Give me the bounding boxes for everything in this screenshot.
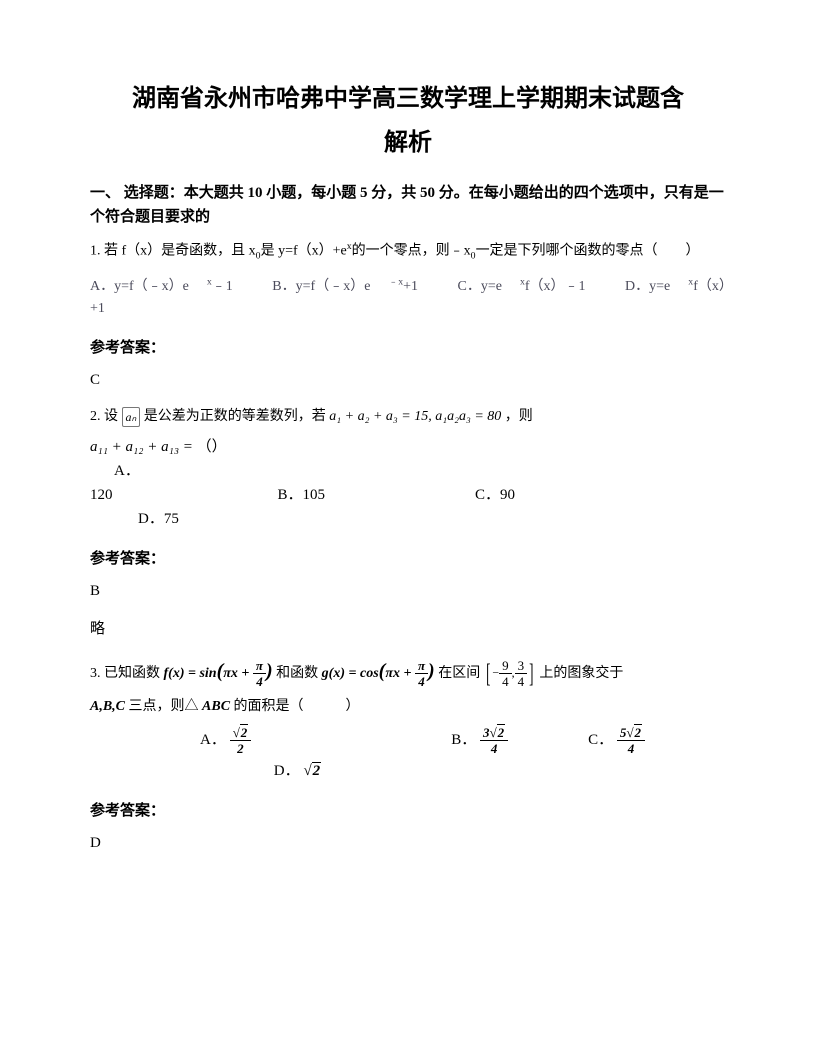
q3-option-a: A． 22 (200, 726, 251, 755)
question-1-stem: 1. 若 f（x）是奇函数，且 x0是 y=f（x）+ex的一个零点，则﹣x0一… (90, 239, 726, 264)
q3-neg: − (492, 665, 499, 679)
q2-option-d: D．75 (138, 507, 726, 531)
q3-f-expr: f(x) = sin(πx + π4) (164, 666, 277, 681)
q3-answer-label: 参考答案： (90, 799, 726, 823)
q2-option-a-label: A． (114, 459, 726, 483)
q3-text-e: 三点，则△ (129, 699, 199, 714)
q3-text-f: 的面积是（ ） (234, 699, 360, 714)
q2-text-c: ，则 (505, 409, 533, 424)
q1-option-a: A．y=f（﹣x）ex﹣1 (90, 279, 251, 294)
q1-answer: C (90, 368, 726, 392)
q2-option-row: 120 B．105 C．90 (90, 483, 726, 507)
q3-abc2: ABC (202, 699, 230, 714)
q3-text-c: 在区间 (438, 666, 480, 681)
q2-text-a: 2. 设 (90, 409, 118, 424)
q3-g-expr: g(x) = cos(πx + π4) (322, 666, 439, 681)
question-3-options-row1: A． 22 B． 324 C． 524 (90, 726, 726, 755)
q2-option-c: C．90 (475, 487, 515, 503)
q3-option-c: C． 524 (588, 726, 645, 755)
q2-text-b: 是公差为正数的等差数列，若 (144, 409, 326, 424)
q1-option-c: C．y=exf（x）﹣1 (458, 279, 604, 294)
q1-text-b: 是 y=f（x）+e (261, 243, 347, 258)
doc-title-line1: 湖南省永州市哈弗中学高三数学理上学期期末试题含 (90, 80, 726, 118)
q2-note: 略 (90, 617, 726, 641)
question-2-stem: 2. 设 aₙ 是公差为正数的等差数列，若 a₁ + a₂ + a₃ = 15,… (90, 406, 726, 428)
q3-text-b: 和函数 (276, 666, 318, 681)
q2-seq-box: aₙ (122, 407, 141, 427)
q2-answer: B (90, 579, 726, 603)
q3-answer: D (90, 831, 726, 855)
question-3-stem: 3. 已知函数 f(x) = sin(πx + π4) 和函数 g(x) = c… (90, 655, 726, 688)
q3-text-d: 上的图象交于 (539, 666, 623, 681)
doc-title-line2: 解析 (90, 124, 726, 162)
question-3-options-row2: D． 2 (90, 759, 726, 783)
right-bracket-icon: ] (529, 661, 533, 687)
question-3-stem-2: A,B,C 三点，则△ ABC 的面积是（ ） (90, 696, 726, 718)
q3-text-a: 3. 已知函数 (90, 666, 160, 681)
q2-paren: （） (197, 439, 227, 455)
q2-cond1: a₁ + a₂ + a₃ = 15, a₁a₂a₃ = 80 (329, 409, 501, 424)
q1-option-b: B．y=f（﹣x）e﹣x+1 (272, 279, 436, 294)
left-bracket-icon: [ (486, 661, 490, 687)
q1-text-a: 1. 若 f（x）是奇函数，且 x (90, 243, 256, 258)
q2-expr: a₁₁ + a₁₂ + a₁₃ = (90, 439, 193, 455)
q3-abc: A,B,C (90, 699, 125, 714)
q2-option-b: B．105 (278, 487, 326, 503)
q3-option-b: B． 324 (451, 726, 508, 755)
section-header: 一、 选择题：本大题共 10 小题，每小题 5 分，共 50 分。在每小题给出的… (90, 181, 726, 229)
question-2-options: A． 120 B．105 C．90 D．75 (90, 459, 726, 531)
q1-answer-label: 参考答案： (90, 336, 726, 360)
question-1-options: A．y=f（﹣x）ex﹣1 B．y=f（﹣x）e﹣x+1 C．y=exf（x）﹣… (90, 274, 726, 320)
q3-option-d: D． 2 (274, 763, 321, 779)
q2-answer-label: 参考答案： (90, 547, 726, 571)
q1-text-d: 一定是下列哪个函数的零点（ ） (476, 243, 700, 258)
q1-text-c: 的一个零点，则﹣x (352, 243, 471, 258)
q3-interval: [ −94,34 ] (484, 659, 536, 688)
question-2-expr: a₁₁ + a₁₂ + a₁₃ = （） (90, 435, 726, 459)
